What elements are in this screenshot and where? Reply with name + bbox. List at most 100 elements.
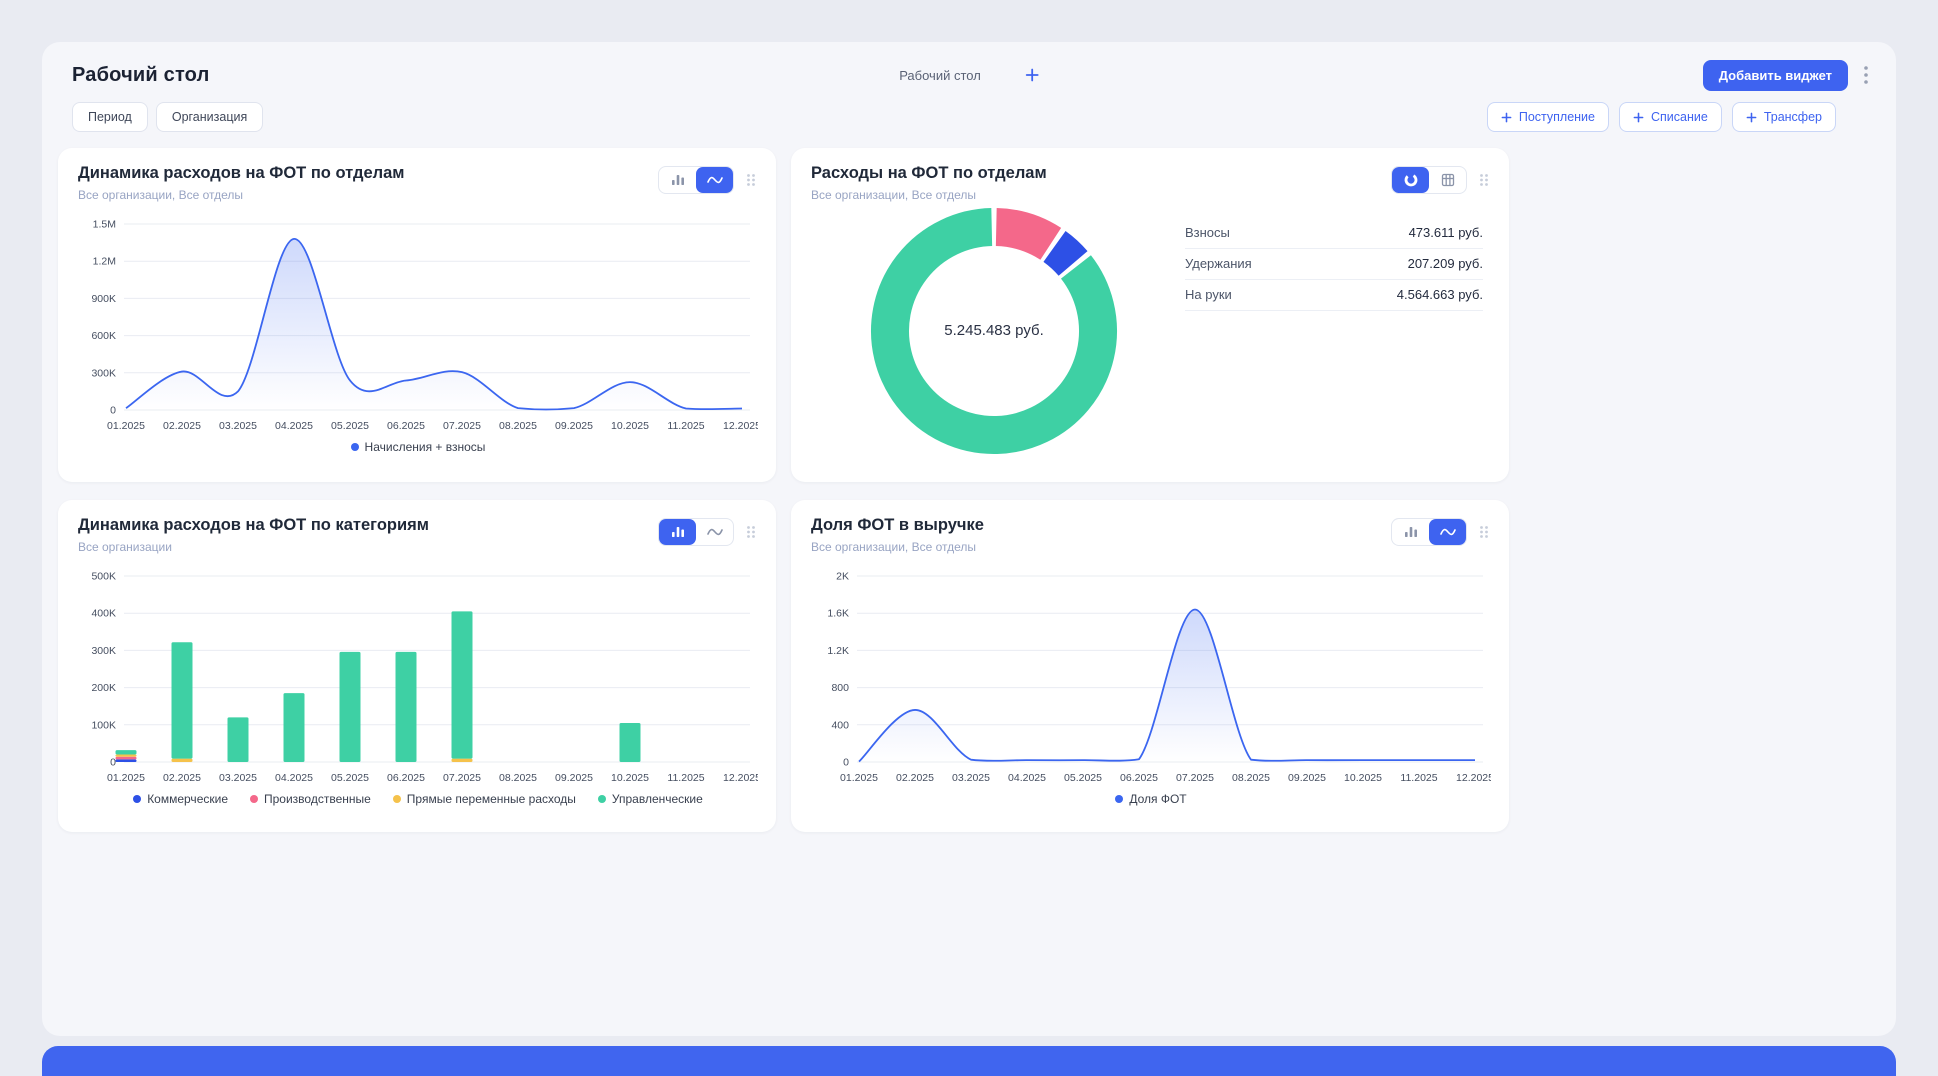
svg-text:09.2025: 09.2025 <box>555 420 593 432</box>
svg-text:400: 400 <box>831 719 849 731</box>
row-label: Удержания <box>1185 256 1252 272</box>
widget-title: Доля ФОТ в выручке <box>811 516 984 534</box>
legend-item[interactable]: Начисления + взносы <box>350 439 486 454</box>
chart-legend: Начисления + взносы <box>78 440 758 454</box>
svg-text:01.2025: 01.2025 <box>840 772 878 784</box>
legend-label: Прямые переменные расходы <box>406 791 576 806</box>
table-view-button[interactable] <box>1429 167 1466 193</box>
drag-handle-icon[interactable] <box>746 525 756 539</box>
svg-text:03.2025: 03.2025 <box>219 772 257 784</box>
line-chart-icon <box>706 528 723 536</box>
legend-dot-icon <box>250 794 258 803</box>
bar-view-button[interactable] <box>1392 519 1429 545</box>
svg-text:400K: 400K <box>91 608 116 620</box>
svg-text:300K: 300K <box>91 645 116 657</box>
drag-handle-icon[interactable] <box>1479 173 1489 187</box>
svg-text:0: 0 <box>110 404 116 416</box>
chart-view-toggle <box>1391 518 1467 546</box>
svg-text:07.2025: 07.2025 <box>443 772 481 784</box>
svg-text:05.2025: 05.2025 <box>331 772 369 784</box>
svg-text:2K: 2K <box>836 570 849 582</box>
plus-icon <box>1501 112 1512 122</box>
svg-text:1.6K: 1.6K <box>827 608 849 620</box>
legend-dot-icon <box>350 442 359 451</box>
row-value: 473.611 руб. <box>1408 225 1483 241</box>
widget-fot-expenses-donut: Расходы на ФОТ по отделам Все организаци… <box>791 148 1509 482</box>
line-view-button[interactable] <box>696 167 733 193</box>
add-expense-button[interactable]: Списание <box>1618 102 1722 132</box>
chart-view-toggle <box>658 166 734 194</box>
svg-text:07.2025: 07.2025 <box>1176 772 1214 784</box>
svg-text:09.2025: 09.2025 <box>1288 772 1326 784</box>
tab-bar: Рабочий стол <box>899 68 1039 83</box>
legend-item[interactable]: Коммерческие <box>133 792 228 806</box>
svg-text:03.2025: 03.2025 <box>952 772 990 784</box>
tab-dashboard[interactable]: Рабочий стол <box>899 67 981 83</box>
svg-text:04.2025: 04.2025 <box>275 772 313 784</box>
bar-chart-icon <box>1404 527 1417 537</box>
svg-text:600K: 600K <box>91 330 116 342</box>
legend-label: Начисления + взносы <box>364 439 486 454</box>
kebab-menu-icon[interactable] <box>1864 66 1868 84</box>
svg-text:06.2025: 06.2025 <box>387 772 425 784</box>
svg-text:06.2025: 06.2025 <box>387 420 425 432</box>
widget-subtitle: Все организации, Все отделы <box>811 187 977 202</box>
line-view-button[interactable] <box>1429 519 1466 545</box>
plus-icon <box>1746 112 1757 122</box>
add-widget-button[interactable]: Добавить виджет <box>1702 59 1848 91</box>
svg-text:800: 800 <box>831 682 849 694</box>
svg-text:500K: 500K <box>91 570 116 582</box>
chart-view-toggle <box>658 518 734 546</box>
action-label: Списание <box>1650 110 1708 124</box>
chart-view-toggle <box>1391 166 1467 194</box>
drag-handle-icon[interactable] <box>746 173 756 187</box>
svg-text:07.2025: 07.2025 <box>443 420 481 432</box>
table-row: Взносы 473.611 руб. <box>1185 218 1483 249</box>
legend-item[interactable]: Доля ФОТ <box>1115 792 1187 806</box>
row-value: 207.209 руб. <box>1407 256 1483 272</box>
svg-text:1.2K: 1.2K <box>827 645 849 657</box>
donut-chart-icon <box>1404 173 1417 187</box>
drag-handle-icon[interactable] <box>1479 525 1489 539</box>
svg-text:10.2025: 10.2025 <box>1344 772 1382 784</box>
widget-subtitle: Все организации, Все отделы <box>78 187 244 202</box>
svg-text:02.2025: 02.2025 <box>896 772 934 784</box>
widget-subtitle: Все организации <box>78 539 172 554</box>
line-view-button[interactable] <box>696 519 733 545</box>
legend-item[interactable]: Управленческие <box>597 792 703 806</box>
add-tab-button[interactable] <box>1025 68 1039 82</box>
chart-legend: Доля ФОТ <box>811 792 1491 806</box>
legend-dot-icon <box>392 794 401 803</box>
widget-fot-dynamics-categories: Динамика расходов на ФОТ по категориям В… <box>58 500 776 832</box>
row-value: 4.564.663 руб. <box>1396 287 1483 303</box>
svg-text:100K: 100K <box>91 719 116 731</box>
legend-label: Производственные <box>264 791 371 806</box>
table-icon <box>1441 173 1454 187</box>
row-label: Взносы <box>1185 225 1230 241</box>
legend-item[interactable]: Прямые переменные расходы <box>392 791 576 806</box>
svg-text:0: 0 <box>110 756 116 768</box>
page-header: Рабочий стол Рабочий стол Добавить видже… <box>56 54 1882 96</box>
svg-text:04.2025: 04.2025 <box>1008 772 1046 784</box>
donut-total-label: 5.245.483 руб. <box>944 322 1044 340</box>
bar-view-button[interactable] <box>659 167 696 193</box>
organization-filter-button[interactable]: Организация <box>155 102 264 132</box>
bar-chart-icon <box>671 527 684 537</box>
legend-item[interactable]: Производственные <box>250 792 371 806</box>
widget-fot-dynamics-departments: Динамика расходов на ФОТ по отделам Все … <box>58 148 776 482</box>
period-filter-button[interactable]: Период <box>72 102 148 132</box>
bottom-banner <box>42 1046 1896 1076</box>
svg-text:200K: 200K <box>91 682 116 694</box>
donut-view-button[interactable] <box>1392 167 1429 193</box>
add-income-button[interactable]: Поступление <box>1486 102 1609 132</box>
plus-icon <box>1633 112 1644 122</box>
widget-title: Динамика расходов на ФОТ по категориям <box>78 516 429 534</box>
filter-chips: Период Организация <box>72 102 264 132</box>
bar-view-button[interactable] <box>659 519 696 545</box>
donut-breakdown-table: Взносы 473.611 руб. Удержания 207.209 ру… <box>1185 218 1483 456</box>
svg-text:04.2025: 04.2025 <box>275 420 313 432</box>
add-transfer-button[interactable]: Трансфер <box>1731 102 1836 132</box>
widget-subtitle: Все организации, Все отделы <box>811 539 977 554</box>
svg-text:08.2025: 08.2025 <box>1232 772 1270 784</box>
